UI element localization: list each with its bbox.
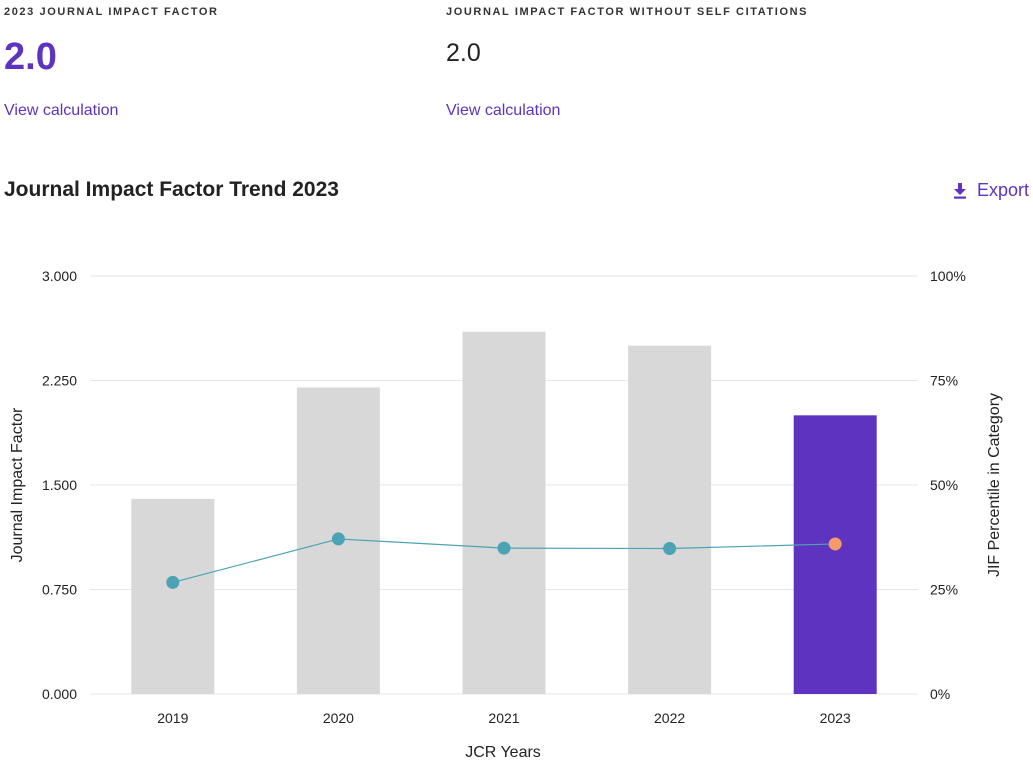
percentile-point bbox=[497, 541, 511, 555]
download-icon bbox=[953, 182, 966, 199]
jif-value: 2.0 bbox=[4, 36, 57, 78]
y-tick-label: 1.500 bbox=[42, 477, 77, 493]
percentile-point bbox=[166, 575, 180, 589]
y2-tick-label: 50% bbox=[930, 477, 958, 493]
percentile-point bbox=[663, 542, 677, 556]
y-tick-label: 3.000 bbox=[42, 268, 77, 284]
y2-tick-label: 100% bbox=[930, 268, 966, 284]
y2-tick-label: 0% bbox=[930, 686, 950, 702]
y-tick-label: 0.750 bbox=[42, 582, 77, 598]
jif-label: 2023 JOURNAL IMPACT FACTOR bbox=[4, 6, 219, 18]
x-tick-label: 2022 bbox=[654, 710, 685, 726]
percentile-point bbox=[331, 532, 345, 546]
y2-axis-title: JIF Percentile in Category bbox=[986, 393, 1003, 577]
jif-without-self-citations-label: JOURNAL IMPACT FACTOR WITHOUT SELF CITAT… bbox=[446, 6, 809, 18]
y-tick-label: 2.250 bbox=[42, 373, 77, 389]
bar bbox=[793, 415, 877, 694]
x-axis-title: JCR Years bbox=[465, 744, 541, 761]
jif-without-self-citations-value: 2.0 bbox=[446, 39, 481, 67]
bar bbox=[131, 498, 215, 694]
jif-metric: 2023 JOURNAL IMPACT FACTOR 2.0 View calc… bbox=[4, 6, 219, 119]
jif-without-self-citations-metric: JOURNAL IMPACT FACTOR WITHOUT SELF CITAT… bbox=[446, 6, 809, 119]
export-button[interactable]: Export bbox=[953, 180, 1029, 201]
y2-tick-label: 25% bbox=[930, 582, 958, 598]
y2-tick-label: 75% bbox=[930, 373, 958, 389]
x-tick-label: 2019 bbox=[157, 710, 188, 726]
trend-title: Journal Impact Factor Trend 2023 bbox=[4, 178, 339, 201]
percentile-point bbox=[828, 537, 842, 551]
jif-without-self-citations-view-calculation-link[interactable]: View calculation bbox=[446, 102, 561, 119]
x-tick-label: 2023 bbox=[820, 710, 851, 726]
bar bbox=[462, 331, 546, 694]
x-tick-label: 2020 bbox=[323, 710, 354, 726]
x-tick-label: 2021 bbox=[488, 710, 519, 726]
export-label: Export bbox=[976, 180, 1029, 200]
jif-view-calculation-link[interactable]: View calculation bbox=[4, 102, 119, 119]
y-axis-title: Journal Impact Factor bbox=[9, 407, 26, 562]
bar bbox=[628, 345, 712, 694]
y-tick-label: 0.000 bbox=[42, 686, 77, 702]
